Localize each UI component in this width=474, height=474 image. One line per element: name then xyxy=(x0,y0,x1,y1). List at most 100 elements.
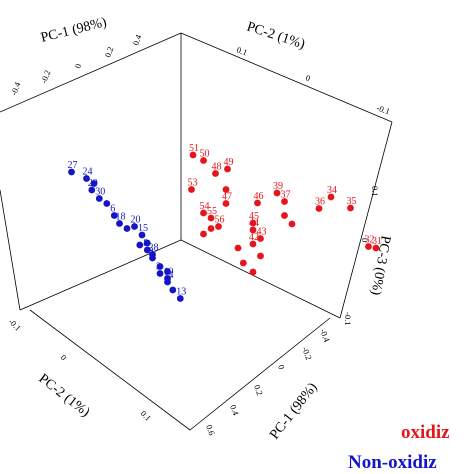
point-label: 51 xyxy=(189,143,199,154)
point-label: 9 xyxy=(149,246,154,257)
data-point xyxy=(200,209,207,217)
point-label: 46 xyxy=(254,191,264,202)
axis-frame xyxy=(0,32,393,431)
data-point xyxy=(189,151,197,159)
pc1-front-tick-label: -0.4 xyxy=(318,327,332,344)
pc1-top-tick-label: 0.4 xyxy=(130,33,143,47)
data-point xyxy=(88,186,96,194)
point-label: 45 xyxy=(249,211,259,222)
legend-entry-non-oxidiz: Non-oxidiz xyxy=(348,452,437,473)
point-label: 15 xyxy=(138,223,148,234)
data-point xyxy=(176,295,184,302)
pc2-top-axis-title: PC-2 (1%) xyxy=(245,20,307,53)
data-point xyxy=(90,180,98,187)
data-point xyxy=(95,195,103,202)
pc1-front-tick-label: -0.2 xyxy=(300,345,314,361)
point-label: 53 xyxy=(188,178,198,189)
data-point xyxy=(249,240,257,248)
data-point xyxy=(315,205,323,212)
pc1-top-ticks: -0.4 -0.2 0 0.2 0.4 xyxy=(8,33,143,97)
pc1-front-tick-label: 0.6 xyxy=(204,423,217,436)
pc1-top-tick-label: -0.2 xyxy=(38,69,52,85)
data-point xyxy=(249,268,257,276)
pc1-front-axis-title: PC-1 (98%) xyxy=(267,380,320,443)
pc1-top-tick-label: -0.4 xyxy=(8,80,22,97)
data-point xyxy=(239,259,247,267)
data-point xyxy=(234,244,242,252)
data-point xyxy=(222,186,230,193)
data-point xyxy=(103,200,111,207)
frame-top-left-edge xyxy=(0,32,182,113)
point-label: 43 xyxy=(257,227,267,238)
point-label: 14 xyxy=(164,270,174,281)
point-label: 47 xyxy=(222,192,232,203)
frame-front-right-edge xyxy=(189,317,331,431)
data-point xyxy=(200,230,207,238)
data-point xyxy=(254,199,261,207)
pc2-top-tick-label: -0.1 xyxy=(375,102,391,116)
data-point xyxy=(110,212,118,219)
pc2-top-tick-label: 0.1 xyxy=(235,44,248,57)
data-point xyxy=(222,200,230,207)
data-point xyxy=(164,268,171,275)
data-point xyxy=(212,170,219,177)
data-point xyxy=(288,220,296,228)
data-point xyxy=(156,263,164,270)
frame-top-right-edge xyxy=(180,32,393,123)
data-point xyxy=(149,254,156,262)
data-point xyxy=(143,246,151,254)
frame-floor-right-edge xyxy=(180,239,341,319)
data-point xyxy=(347,204,354,212)
data-point xyxy=(136,241,144,249)
data-point xyxy=(68,168,75,176)
point-label: 35 xyxy=(347,196,357,207)
pc3-tick-label: 0 xyxy=(360,238,370,242)
pc3-tick-label: -0.1 xyxy=(343,312,353,325)
data-point xyxy=(83,175,90,182)
frame-right-vertical-edge xyxy=(339,121,393,319)
data-point xyxy=(257,235,264,242)
data-point xyxy=(273,189,281,197)
point-label: 28 xyxy=(149,243,159,254)
data-point xyxy=(200,157,207,164)
frame-front-left-edge xyxy=(29,309,191,431)
point-label: 3 xyxy=(156,262,161,273)
point-label: 34 xyxy=(327,185,337,196)
data-point xyxy=(215,223,222,230)
data-point xyxy=(143,239,151,247)
data-point xyxy=(131,223,138,230)
pc2-front-tick-label: 0.1 xyxy=(139,408,154,423)
data-point xyxy=(156,270,164,277)
point-label: 50 xyxy=(200,149,210,160)
data-point xyxy=(257,252,264,260)
legend: oxidiz Non-oxidiz xyxy=(348,422,450,473)
data-point xyxy=(188,186,195,193)
point-label: 44 xyxy=(249,218,259,229)
data-point xyxy=(365,243,372,250)
data-point xyxy=(281,198,288,205)
point-label: 6 xyxy=(110,204,115,215)
pc1-top-tick-label: 0 xyxy=(72,62,83,69)
data-point xyxy=(138,231,146,239)
point-label: 55 xyxy=(207,206,217,217)
point-label: 48 xyxy=(212,162,222,173)
data-point xyxy=(116,220,123,227)
pc1-top-axis-title: PC-1 (98%) xyxy=(39,15,108,46)
data-point xyxy=(327,193,335,201)
point-label: 8 xyxy=(143,238,148,249)
data-point xyxy=(207,214,215,222)
pc1-top-tick-label: 0.2 xyxy=(102,45,115,58)
point-label: 49 xyxy=(224,157,234,168)
pc3-tick-label: 0.1 xyxy=(370,186,380,197)
point-label: 30 xyxy=(95,187,105,198)
pc1-front-tick-label: 0 xyxy=(276,363,287,370)
pc3-ticks: 0.1 0 -0.1 xyxy=(343,186,380,325)
data-point xyxy=(123,225,131,232)
data-point xyxy=(249,226,257,234)
frame-left-vertical-edge xyxy=(0,189,21,311)
point-label: 13 xyxy=(176,287,186,298)
data-point xyxy=(169,286,177,294)
pc2-front-tick-label: -0.1 xyxy=(7,316,24,333)
point-label: 18 xyxy=(116,212,126,223)
